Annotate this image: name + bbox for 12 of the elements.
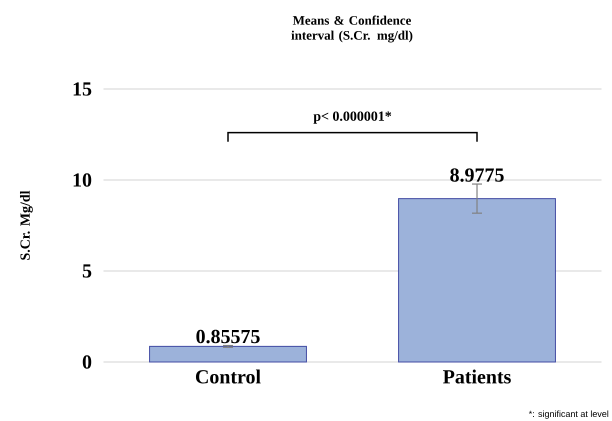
annotation: p< 0.000001* [313,111,392,124]
y-tick-label: 10 [74,173,92,187]
y-tick-label: 0 [82,355,92,369]
text: *: significant at level [528,410,608,419]
y-axis-title: S.Cr. Mg/dl [20,190,33,260]
data-label: 8.9775 [450,168,504,182]
y-tick-label: 15 [74,82,92,96]
x-tick-label: Control [196,370,261,384]
y-tick-label: 5 [82,264,92,278]
x-tick-label: Patients [443,370,511,384]
chart-title: Means & Confidence interval (S.Cr. mg/dl) [291,16,412,42]
data-label: 0.85575 [196,330,260,344]
